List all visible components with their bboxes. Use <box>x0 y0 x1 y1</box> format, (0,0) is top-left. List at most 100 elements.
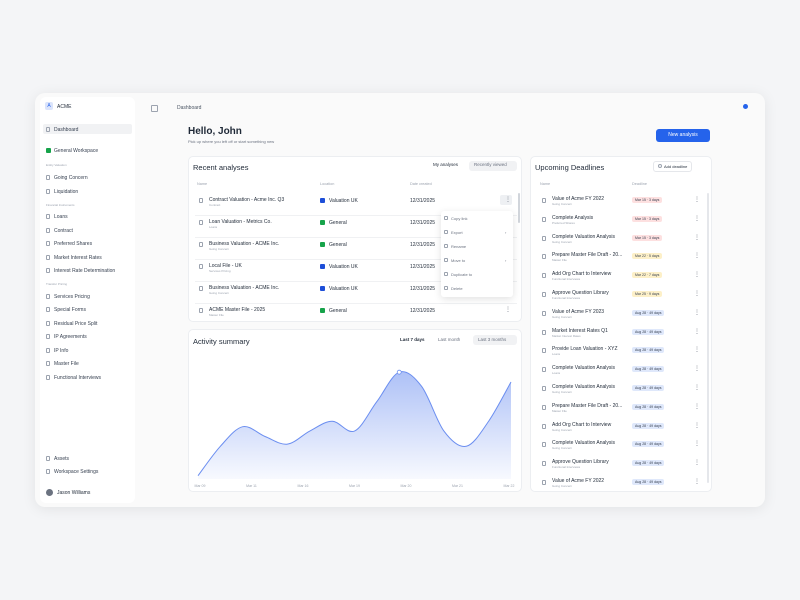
row-menu-button[interactable] <box>500 195 512 205</box>
nav-item[interactable]: Special Forms <box>54 307 86 313</box>
task-name[interactable]: Market Interest Rates Q1 <box>552 327 608 334</box>
nav-item[interactable]: Functional Interviews <box>54 375 101 381</box>
tab[interactable]: Last month <box>438 337 461 342</box>
panel-title: Activity summary <box>193 337 250 346</box>
nav-item[interactable]: Market Interest Rates <box>54 255 102 261</box>
user-name[interactable]: Jason Williams <box>57 490 91 496</box>
sidebar-toggle[interactable] <box>151 105 158 112</box>
nav-item[interactable]: Master File <box>54 361 79 367</box>
task-menu[interactable]: ⋮ <box>694 309 700 316</box>
row-location: Valuation UK <box>329 198 358 204</box>
task-menu[interactable]: ⋮ <box>694 215 700 222</box>
menu-icon <box>444 286 448 290</box>
row-name[interactable]: Contract Valuation - Acme Inc. Q3 <box>209 197 285 203</box>
row-type: Going Concern <box>209 291 230 295</box>
task-name[interactable]: Prepare Master File Draft - 20... <box>552 252 623 259</box>
task-name[interactable]: Provide Loan Valuation - XYZ <box>552 346 618 353</box>
tab[interactable]: My analyses <box>433 162 459 167</box>
task-name[interactable]: Complete Valuation Analysis <box>552 384 615 390</box>
new-analysis-button[interactable]: New analysis <box>656 129 710 142</box>
task-menu[interactable]: ⋮ <box>694 272 700 279</box>
task-name[interactable]: Complete Valuation Analysis <box>552 365 615 372</box>
org-name[interactable]: ACME <box>57 104 72 110</box>
task-name[interactable]: Complete Valuation Analysis <box>552 440 615 447</box>
row-type: Going Concern <box>209 247 230 251</box>
task-menu[interactable]: ⋮ <box>694 441 700 448</box>
row-name[interactable]: ACME Master File - 2025 <box>209 307 266 313</box>
task-icon <box>542 254 546 260</box>
row-name[interactable]: Business Valuation - ACME Inc. <box>209 285 280 291</box>
breadcrumb[interactable]: Dashboard <box>177 105 202 111</box>
row-name[interactable]: Loan Valuation - Metrics Co. <box>209 219 272 225</box>
tab[interactable]: Recently viewed <box>474 162 507 167</box>
add-deadline-button[interactable]: Add deadline <box>653 161 693 172</box>
menu-item[interactable]: Delete <box>451 286 463 291</box>
tab[interactable]: Last 3 months <box>478 337 507 342</box>
task-menu[interactable]: ⋮ <box>694 422 700 429</box>
task-name[interactable]: Approve Question Library <box>552 290 609 296</box>
nav-item[interactable]: Residual Price Split <box>54 321 98 327</box>
upcoming-deadlines: Upcoming Deadlines Add deadline Name Dead… <box>530 156 712 492</box>
task-menu[interactable]: ⋮ <box>694 366 700 373</box>
task-name[interactable]: Value of Acme FY 2022 <box>552 196 605 202</box>
task-name[interactable]: Complete Valuation Analysis <box>552 233 615 240</box>
nav-item[interactable]: IP Agreements <box>54 334 87 340</box>
task-name[interactable]: Approve Question Library <box>552 459 609 466</box>
task-name[interactable]: Value of Acme FY 2023 <box>552 308 605 315</box>
row-name[interactable]: Local File - UK <box>209 263 242 269</box>
tab[interactable]: Last 7 days <box>400 337 425 342</box>
task-icon <box>542 292 546 297</box>
nav-item[interactable]: Liquidation <box>54 189 79 195</box>
row-menu[interactable]: ⋮ <box>505 307 511 313</box>
file-icon <box>199 220 203 225</box>
task-menu[interactable]: ⋮ <box>694 328 700 335</box>
row-divider <box>195 303 517 304</box>
menu-item[interactable]: Duplicate to <box>451 272 473 277</box>
nav-item[interactable]: Contract <box>54 228 73 234</box>
column-header: Location <box>320 182 335 186</box>
menu-item[interactable]: Move to <box>451 258 466 263</box>
row-name[interactable]: Business Valuation - ACME Inc. <box>209 241 280 247</box>
nav-item[interactable]: IP Info <box>54 348 69 354</box>
task-name[interactable]: Value of Acme FY 2022 <box>552 478 605 484</box>
nav-icon <box>46 375 50 380</box>
task-type: Going Concern <box>552 314 573 319</box>
task-menu[interactable]: ⋮ <box>694 460 700 467</box>
nav-item[interactable]: Dashboard <box>54 127 79 133</box>
menu-item[interactable]: Export <box>451 230 463 235</box>
menu-item[interactable]: Rename <box>451 244 467 249</box>
task-menu[interactable]: ⋮ <box>694 479 700 485</box>
deadline-badge: Mar 25 · 9 days <box>632 291 663 297</box>
row-location: General <box>329 220 347 226</box>
nav-item[interactable]: Preferred Shares <box>54 241 93 247</box>
task-menu[interactable]: ⋮ <box>694 197 700 203</box>
nav-item[interactable]: Services Pricing <box>54 294 90 300</box>
row-location: Valuation UK <box>329 264 358 270</box>
row-menu[interactable]: ⋮ <box>505 197 511 203</box>
task-name[interactable]: Prepare Master File Draft - 20... <box>552 402 623 409</box>
menu-icon <box>444 244 448 248</box>
nav-icon <box>46 348 50 353</box>
nav-item[interactable]: Going Concern <box>54 175 88 181</box>
task-menu[interactable]: ⋮ <box>694 347 700 354</box>
nav-item[interactable]: Assets <box>54 456 70 462</box>
nav-item[interactable]: General Workspace <box>54 148 99 154</box>
task-menu[interactable]: ⋮ <box>694 234 700 241</box>
location-icon <box>320 286 325 291</box>
task-type: Market Interest Rates <box>552 333 581 338</box>
task-menu[interactable]: ⋮ <box>694 291 700 297</box>
task-name[interactable]: Add Org Chart to Interview <box>552 271 612 278</box>
task-name[interactable]: Complete Analysis <box>552 214 594 221</box>
task-name[interactable]: Add Org Chart to Interview <box>552 421 612 428</box>
task-icon <box>542 442 546 448</box>
task-menu[interactable]: ⋮ <box>694 253 700 260</box>
nav-icon <box>46 268 50 273</box>
task-icon <box>542 367 546 373</box>
nav-item[interactable]: Workspace Settings <box>54 469 99 475</box>
menu-item[interactable]: Copy link <box>451 216 468 221</box>
task-menu[interactable]: ⋮ <box>694 403 700 410</box>
nav-item[interactable]: Interest Rate Determination <box>54 268 116 274</box>
task-menu[interactable]: ⋮ <box>694 385 700 391</box>
avatar <box>46 489 53 496</box>
nav-item[interactable]: Loans <box>54 214 68 220</box>
